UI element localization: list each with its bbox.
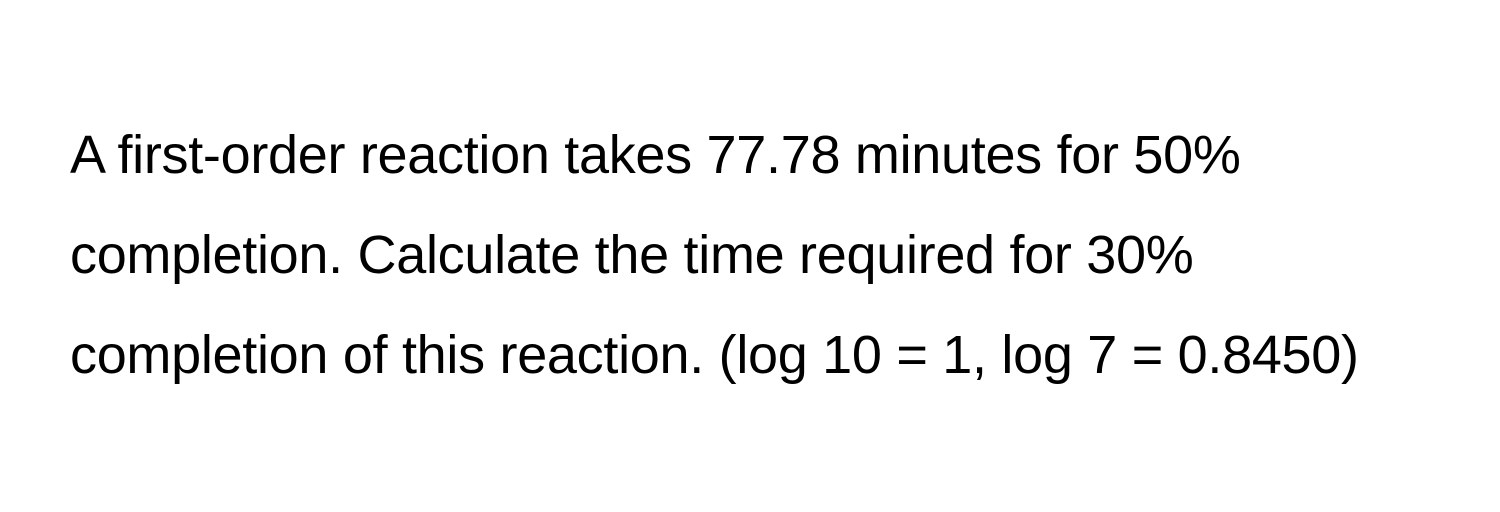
question-text: A first-order reaction takes 77.78 minut…: [70, 106, 1410, 406]
